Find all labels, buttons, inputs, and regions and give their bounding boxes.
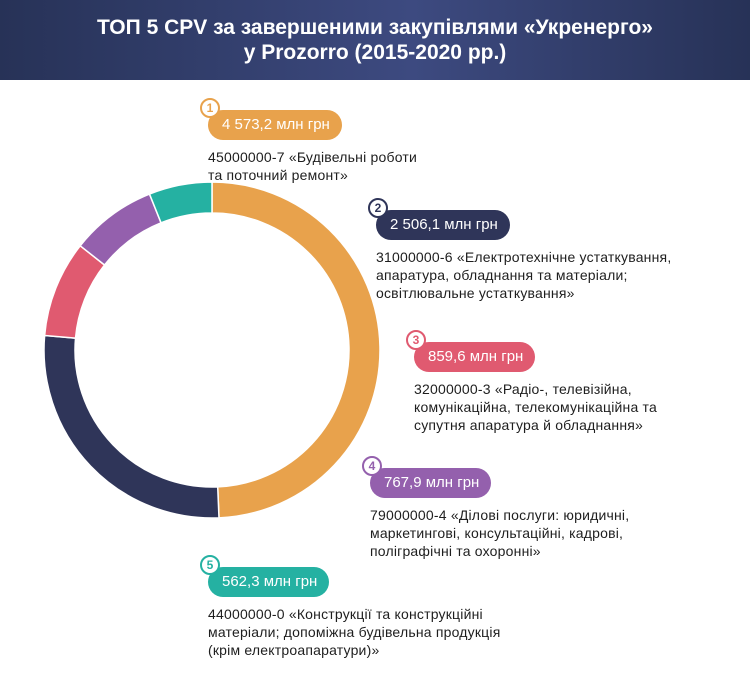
donut-slice-4 bbox=[79, 193, 163, 267]
donut-slice-label-2: 2 bbox=[114, 432, 122, 448]
description-3-line: 32000000-3 «Радіо-, телевізійна, bbox=[414, 381, 632, 397]
donut-slice-2 bbox=[43, 334, 220, 519]
value-pill-1: 1 4 573,2 млн грн bbox=[200, 98, 342, 140]
header-title-line1: ТОП 5 CPV за завершеними закупівлями «Ук… bbox=[97, 16, 653, 39]
description-1: 45000000-7 «Будівельні роботи та поточни… bbox=[208, 148, 417, 184]
page-header: ТОП 5 CPV за завершеними закупівлями «Ук… bbox=[0, 0, 750, 80]
description-4-line: поліграфічні та охоронні» bbox=[370, 543, 541, 559]
legend-entry-5: 5 562,3 млн грн 44000000-0 «Конструкції … bbox=[200, 555, 500, 659]
value-pill-2: 2 2 506,1 млн грн bbox=[368, 198, 510, 240]
donut-slice-label-5: 5 bbox=[183, 212, 191, 228]
description-4-line: 79000000-4 «Ділові послуги: юридичні, bbox=[370, 507, 630, 523]
donut-slice-label-4: 4 bbox=[129, 236, 137, 252]
donut-slice-label-1: 1 bbox=[339, 339, 347, 355]
description-3-line: комунікаційна, телекомунікаційна та bbox=[414, 399, 657, 415]
donut-slice-label-3: 3 bbox=[85, 293, 93, 309]
number-badge-3: 3 bbox=[406, 330, 426, 350]
number-badge-4: 4 bbox=[362, 456, 382, 476]
description-3: 32000000-3 «Радіо-, телевізійна, комунік… bbox=[414, 380, 657, 434]
description-4-line: маркетингові, консультаційні, кадрові, bbox=[370, 525, 624, 541]
value-label-5: 562,3 млн грн bbox=[222, 573, 318, 590]
description-4: 79000000-4 «Ділові послуги: юридичні, ма… bbox=[370, 506, 629, 560]
description-5-line: (крім електроапаратури)» bbox=[208, 642, 380, 658]
donut-chart: 1 2 3 4 5 bbox=[43, 181, 381, 519]
description-5-line: 44000000-0 «Конструкції та конструкційні bbox=[208, 606, 483, 622]
donut-slice-3 bbox=[43, 244, 106, 339]
number-badge-5: 5 bbox=[200, 555, 220, 575]
legend-entry-1: 1 4 573,2 млн грн 45000000-7 «Будівельні… bbox=[200, 98, 417, 184]
description-5-line: матеріали; допоміжна будівельна продукці… bbox=[208, 624, 501, 640]
description-1-line: та поточний ремонт» bbox=[208, 167, 348, 183]
description-3-line: супутня апаратура й обладнання» bbox=[414, 417, 644, 433]
description-1-line: 45000000-7 «Будівельні роботи bbox=[208, 149, 418, 165]
legend-entry-4: 4 767,9 млн грн 79000000-4 «Ділові послу… bbox=[362, 456, 629, 560]
value-label-1: 4 573,2 млн грн bbox=[222, 116, 330, 133]
description-2-line: 31000000-6 «Електротехнічне устаткування… bbox=[376, 249, 672, 265]
description-2-line: освітлювальне устаткування» bbox=[376, 285, 575, 301]
value-label-3: 859,6 млн грн bbox=[428, 348, 524, 365]
legend-entry-3: 3 859,6 млн грн 32000000-3 «Радіо-, теле… bbox=[406, 330, 657, 434]
header-title-line2: у Prozorro (2015-2020 рр.) bbox=[243, 41, 507, 64]
number-badge-2: 2 bbox=[368, 198, 388, 218]
description-2-line: апаратура, обладнання та матеріали; bbox=[376, 267, 628, 283]
description-5: 44000000-0 «Конструкції та конструкційні… bbox=[208, 605, 500, 659]
donut-slice-1 bbox=[211, 181, 381, 519]
value-label-4: 767,9 млн грн bbox=[384, 474, 480, 491]
value-pill-3: 3 859,6 млн грн bbox=[406, 330, 536, 372]
legend-entry-2: 2 2 506,1 млн грн 31000000-6 «Електротех… bbox=[368, 198, 671, 302]
value-pill-4: 4 767,9 млн грн bbox=[362, 456, 492, 498]
donut-slice-5 bbox=[148, 181, 213, 224]
number-badge-1: 1 bbox=[200, 98, 220, 118]
value-pill-5: 5 562,3 млн грн bbox=[200, 555, 330, 597]
description-2: 31000000-6 «Електротехнічне устаткування… bbox=[376, 248, 671, 302]
value-label-2: 2 506,1 млн грн bbox=[390, 216, 498, 233]
